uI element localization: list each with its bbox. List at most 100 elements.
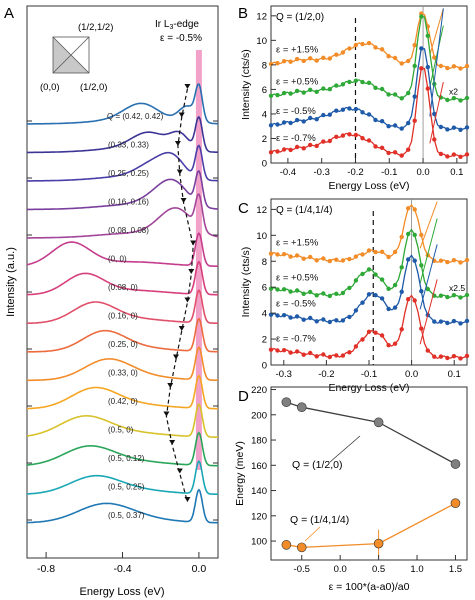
q-label: Q = (1/2,0) [276, 12, 324, 23]
strain-line-2 [270, 254, 468, 325]
spectrum-line-7 [26, 289, 218, 325]
strain-point-0-0 [268, 61, 274, 67]
strain-point-0-36 [386, 254, 391, 260]
strain-point-2-20 [334, 108, 339, 113]
strain-point-3-24 [347, 350, 352, 355]
strain-point-1-18 [327, 87, 332, 92]
strain-point-3-36 [386, 343, 391, 348]
strain-point-2-18 [327, 112, 332, 117]
strain-point-1-22 [340, 82, 346, 87]
strain-point-2-46 [419, 46, 424, 51]
strain-point-1-44 [412, 232, 417, 238]
spectrum-label-12: (0.5, 0.12) [108, 454, 145, 463]
scaled-line-1 [429, 25, 444, 88]
dispersion-marker-4 [180, 198, 187, 203]
d-ytick-label-4: 180 [251, 436, 267, 447]
strain-point-1-12 [308, 289, 313, 295]
strain-point-2-42 [406, 120, 411, 126]
panel-b-plot: ε = +1.5% ε = +0.5% ε = -0.5% ε = -0.7% Q = … [240, 5, 470, 192]
strain-point-1-18 [327, 293, 332, 299]
strain-point-3-42 [406, 147, 411, 152]
strain-point-0-44 [412, 207, 417, 212]
strain-point-1-2 [275, 92, 280, 98]
d-point-1-1 [296, 542, 307, 553]
xtick-label-5: 0.1 [450, 167, 463, 178]
strain-point-1-42 [406, 231, 411, 237]
spectrum-label-8: (0.25, 0) [108, 340, 138, 349]
strain-point-0-46 [419, 232, 424, 238]
panel-label-c: C [238, 200, 249, 217]
strain-point-3-44 [412, 118, 417, 123]
strain-point-3-10 [301, 146, 306, 151]
strain-point-3-56 [451, 354, 457, 359]
d-ytick-label-6: 220 [251, 385, 267, 396]
spectrum-label-4: (0.08, 0.08) [108, 226, 149, 235]
strain-point-0-12 [308, 56, 313, 61]
strain-point-1-32 [373, 85, 378, 91]
spectrum-line-11 [26, 403, 218, 438]
strain-point-1-8 [294, 88, 300, 94]
strain-point-3-60 [464, 152, 470, 157]
strain-point-3-32 [373, 330, 378, 335]
strain-point-3-30 [366, 329, 372, 334]
d-ytick-label-5: 200 [251, 410, 267, 421]
a-xtick-label-1: -0.4 [113, 563, 131, 575]
strain-point-2-4 [281, 313, 287, 318]
strain-point-0-42 [406, 58, 411, 64]
strain-point-2-2 [275, 313, 280, 318]
panel-label-d: D [238, 388, 249, 405]
ytick-label-1: 2 [262, 134, 267, 145]
strain-point-1-10 [301, 291, 306, 296]
scaled-line-3 [419, 279, 438, 345]
d-xtick-label-2: 0.5 [372, 564, 385, 575]
spectrum-line-0 [27, 83, 218, 125]
strain-point-2-10 [301, 119, 306, 124]
strain-point-3-8 [294, 349, 300, 354]
panel-a: A Q = (0.42, 0.42) (0.33, 0.33) (0.25, 0.2… [4, 5, 219, 598]
strain-point-1-36 [386, 92, 391, 97]
strain-point-0-0 [268, 251, 274, 256]
d-point-0-1 [296, 402, 307, 413]
strain-point-0-36 [386, 54, 391, 59]
ytick-label-4: 8 [262, 60, 267, 71]
strain-point-2-14 [314, 117, 319, 122]
strain-point-2-52 [438, 319, 444, 324]
spectrum-label-7: (0.16, 0) [108, 312, 138, 321]
strain-point-1-4 [281, 90, 287, 96]
strain-point-2-2 [275, 122, 280, 127]
strain-point-1-42 [406, 90, 411, 96]
strain-point-2-0 [268, 123, 274, 128]
strain-point-3-12 [308, 350, 313, 356]
spectrum-label-11: (0.5, 0) [108, 426, 134, 435]
ytick-label-6: 12 [256, 205, 267, 216]
strain-point-0-24 [347, 46, 352, 51]
xtick-label-3: 0.0 [405, 369, 418, 380]
strain-point-2-20 [334, 318, 339, 323]
strain-point-2-26 [353, 106, 359, 112]
strain-point-0-20 [334, 257, 339, 262]
strain-point-3-6 [288, 147, 293, 153]
d-xtick-label-3: 1.0 [410, 564, 423, 575]
spectrum-line-13 [27, 460, 218, 495]
dispersion-marker-12 [169, 440, 176, 445]
strain-point-1-48 [425, 33, 430, 38]
dispersion-marker-11 [163, 411, 170, 417]
xtick-label-0: -0.4 [280, 167, 296, 178]
strain-point-1-26 [353, 78, 359, 83]
strain-point-3-4 [281, 147, 287, 152]
strain-label-1: ε = +0.5% [276, 77, 319, 88]
strain-point-3-46 [419, 326, 424, 331]
strain-point-1-24 [347, 79, 352, 85]
strain-point-2-4 [281, 120, 287, 125]
strain-point-1-12 [308, 87, 313, 93]
strain-point-0-2 [275, 61, 280, 66]
strain-point-2-56 [451, 125, 457, 130]
strain-point-0-40 [399, 61, 404, 66]
panel-a-title: Ir L3-edge [155, 19, 199, 31]
d-ylabel: Energy (meV) [234, 441, 246, 506]
strain-point-2-36 [386, 124, 391, 129]
inset-label-origin: (0,0) [40, 82, 60, 93]
ytick-label-0: 0 [262, 159, 267, 170]
strain-label-2: ε = -0.5% [276, 299, 316, 310]
